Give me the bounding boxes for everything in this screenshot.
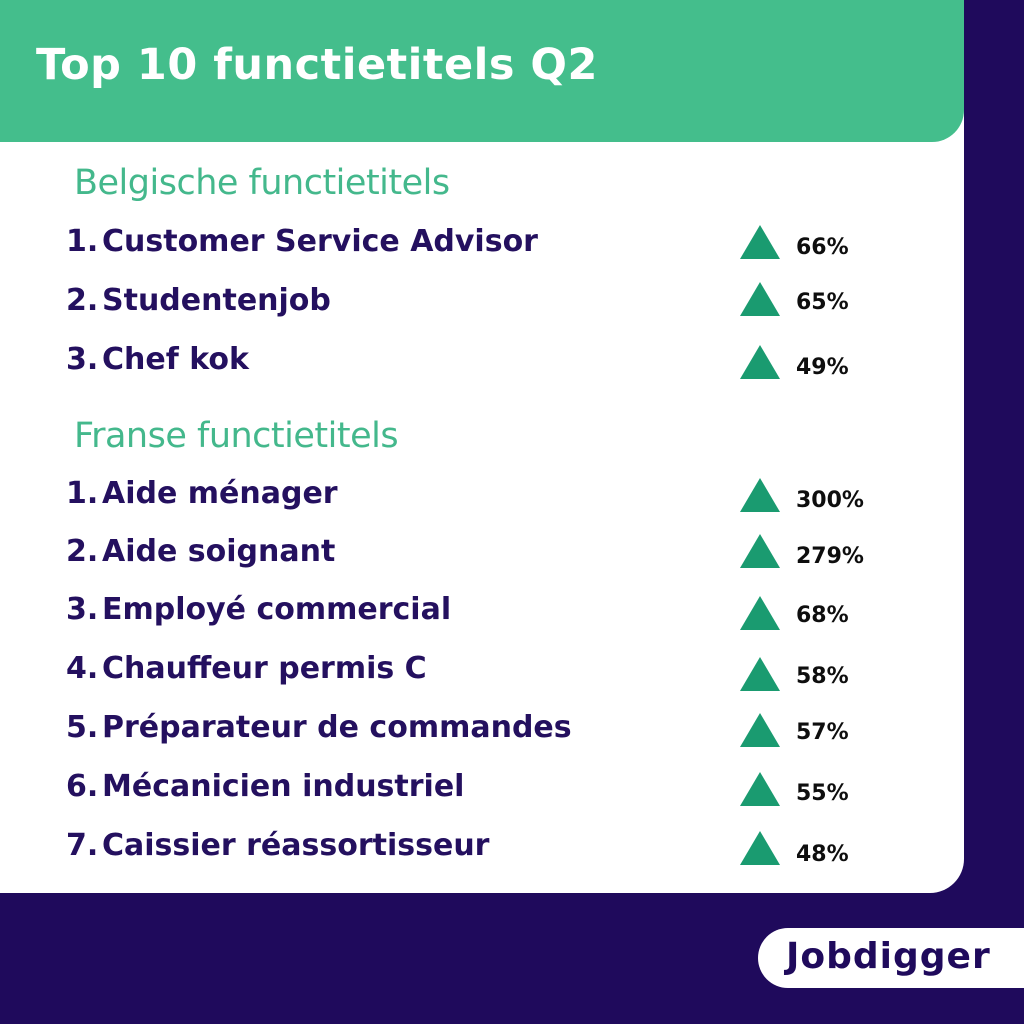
- item-rank: 4.: [66, 651, 99, 686]
- item-rank: 3.: [66, 342, 99, 377]
- item-title: Chef kok: [102, 342, 249, 377]
- triangle-up-icon: [740, 478, 780, 512]
- jobdigger-logo: Jobdigger: [786, 936, 991, 977]
- list-item: 6. Mécanicien industriel: [0, 767, 964, 807]
- item-change: 279%: [796, 544, 864, 569]
- item-title: Chauffeur permis C: [102, 651, 427, 686]
- header-banner: Top 10 functietitels Q2: [0, 0, 964, 142]
- item-title: Préparateur de commandes: [102, 710, 572, 745]
- item-title: Caissier réassortisseur: [102, 828, 490, 863]
- item-change: 55%: [796, 781, 849, 806]
- section-heading-belgian: Belgische functietitels: [74, 163, 450, 203]
- item-rank: 1.: [66, 476, 99, 511]
- triangle-up-icon: [740, 345, 780, 379]
- item-change: 48%: [796, 842, 849, 867]
- content-card: Top 10 functietitels Q2 Belgische functi…: [0, 0, 964, 893]
- section-heading-french: Franse functietitels: [74, 416, 399, 456]
- triangle-up-icon: [740, 534, 780, 568]
- item-change: 58%: [796, 664, 849, 689]
- logo-badge: [758, 928, 1024, 988]
- item-title: Customer Service Advisor: [102, 224, 538, 259]
- item-rank: 5.: [66, 710, 99, 745]
- item-change: 65%: [796, 290, 849, 315]
- item-rank: 3.: [66, 592, 99, 627]
- list-item: 3. Chef kok: [0, 340, 964, 380]
- triangle-up-icon: [740, 831, 780, 865]
- item-title: Aide soignant: [102, 534, 336, 569]
- list-item: 1. Aide ménager: [0, 474, 964, 514]
- list-item: 2. Aide soignant: [0, 532, 964, 572]
- triangle-up-icon: [740, 713, 780, 747]
- item-title: Mécanicien industriel: [102, 769, 465, 804]
- triangle-up-icon: [740, 225, 780, 259]
- list-item: 5. Préparateur de commandes: [0, 708, 964, 748]
- list-item: 4. Chauffeur permis C: [0, 649, 964, 689]
- item-title: Studentenjob: [102, 283, 331, 318]
- list-item: 3. Employé commercial: [0, 590, 964, 630]
- list-item: 1. Customer Service Advisor: [0, 222, 964, 262]
- item-change: 66%: [796, 235, 849, 260]
- triangle-up-icon: [740, 596, 780, 630]
- item-change: 300%: [796, 488, 864, 513]
- item-rank: 6.: [66, 769, 99, 804]
- item-rank: 2.: [66, 283, 99, 318]
- triangle-up-icon: [740, 772, 780, 806]
- item-rank: 2.: [66, 534, 99, 569]
- page-title: Top 10 functietitels Q2: [36, 40, 598, 90]
- list-item: 7. Caissier réassortisseur: [0, 826, 964, 866]
- item-rank: 1.: [66, 224, 99, 259]
- item-change: 68%: [796, 603, 849, 628]
- item-title: Employé commercial: [102, 592, 452, 627]
- triangle-up-icon: [740, 657, 780, 691]
- triangle-up-icon: [740, 282, 780, 316]
- list-item: 2. Studentenjob: [0, 281, 964, 321]
- item-title: Aide ménager: [102, 476, 338, 511]
- item-rank: 7.: [66, 828, 99, 863]
- item-change: 57%: [796, 720, 849, 745]
- item-change: 49%: [796, 355, 849, 380]
